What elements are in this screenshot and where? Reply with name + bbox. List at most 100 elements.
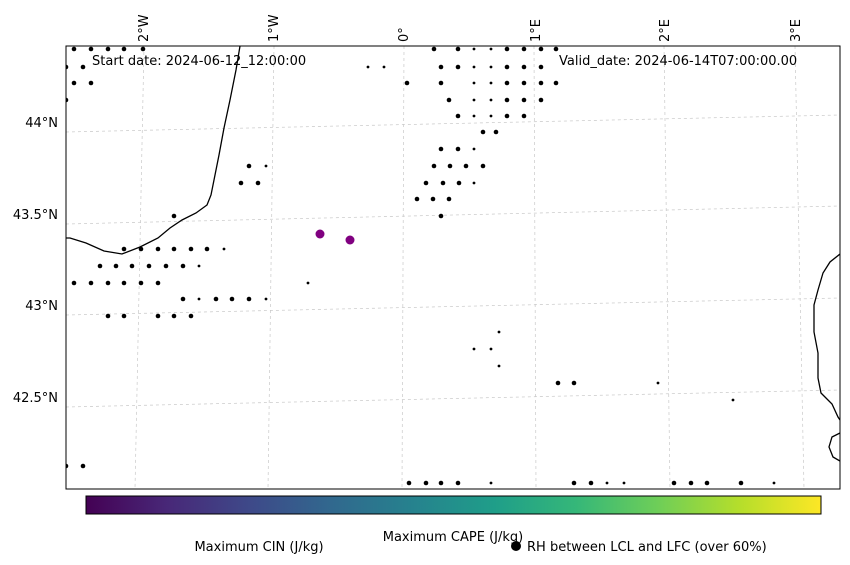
coastline-southeast (828, 432, 840, 462)
rh-dot (246, 163, 252, 169)
rh-dot (80, 463, 86, 469)
rh-dot (264, 164, 268, 168)
map-area (66, 46, 840, 489)
lat-label: 43.5°N (13, 208, 58, 223)
rh-dot (772, 481, 776, 485)
rh-dot (447, 163, 453, 169)
rh-dot (656, 381, 660, 385)
map-frame (65, 45, 841, 490)
rh-dot-layer (66, 46, 776, 486)
rh-dot (688, 480, 694, 486)
rh-dot (489, 481, 493, 485)
rh-dot (306, 281, 310, 285)
lat-label: 44°N (25, 116, 58, 131)
cape-marker (315, 229, 325, 239)
rh-dot (71, 280, 77, 286)
rh-dot (180, 263, 186, 269)
rh-dot (438, 213, 444, 219)
rh-dot (489, 81, 493, 85)
gridlines (66, 46, 840, 489)
lat-label: 43°N (25, 299, 58, 314)
rh-dot (121, 46, 127, 52)
start-date-label: Start date: 2024-06-12_12:00:00 (92, 54, 306, 69)
rh-dot (704, 480, 710, 486)
rh-dot (463, 163, 469, 169)
rh-dot (121, 246, 127, 252)
rh-dot (553, 80, 559, 86)
rh-dot (489, 347, 493, 351)
rh-dot (404, 80, 410, 86)
rh-dot (622, 481, 626, 485)
rh-dot (497, 364, 501, 368)
rh-dot (521, 80, 527, 86)
cape-marker (345, 235, 355, 245)
rh-legend-label: RH between LCL and LFC (over 60%) (527, 540, 767, 555)
rh-dot (140, 46, 146, 52)
rh-dot (455, 113, 461, 119)
rh-dot (113, 263, 119, 269)
rh-dot (521, 46, 527, 52)
rh-dot (423, 480, 429, 486)
lon-label: 2°E (658, 19, 673, 42)
rh-dot (105, 313, 111, 319)
rh-dot (366, 65, 370, 69)
rh-dot (472, 65, 476, 69)
rh-dot (472, 147, 476, 151)
rh-dot (472, 81, 476, 85)
rh-dot (129, 263, 135, 269)
rh-dot (105, 46, 111, 52)
rh-dot (222, 247, 226, 251)
rh-dot (188, 313, 194, 319)
lat-label: 42.5°N (13, 391, 58, 406)
rh-dot (155, 246, 161, 252)
rh-dot (538, 97, 544, 103)
rh-dot (521, 97, 527, 103)
rh-dot (438, 146, 444, 152)
rh-dot (504, 46, 510, 52)
rh-dot (553, 46, 559, 52)
coastline-west (66, 46, 241, 255)
rh-dot (155, 280, 161, 286)
rh-dot (423, 180, 429, 186)
rh-dot (472, 181, 476, 185)
rh-dot (238, 180, 244, 186)
valid-date-label: Valid_date: 2024-06-14T07:00:00.00 (559, 54, 797, 69)
rh-dot (146, 263, 152, 269)
rh-dot (71, 46, 77, 52)
rh-dot (605, 481, 609, 485)
rh-dot (414, 196, 420, 202)
rh-dot (97, 263, 103, 269)
rh-dot (588, 480, 594, 486)
rh-dot (521, 64, 527, 70)
rh-dot (105, 280, 111, 286)
cape-colorbar (85, 495, 822, 515)
coastline-east (813, 253, 840, 421)
rh-dot (472, 47, 476, 51)
rh-dot (88, 46, 94, 52)
lon-labels: 2°W 1°W 0° 1°E 2°E 3°E (137, 14, 804, 42)
rh-dot (472, 347, 476, 351)
rh-dot (731, 398, 735, 402)
rh-dot (171, 246, 177, 252)
cape-colorbar-label: Maximum CAPE (J/kg) (383, 530, 523, 545)
rh-dot (455, 146, 461, 152)
lon-label: 0° (397, 27, 412, 42)
lon-label: 2°W (137, 14, 152, 42)
rh-dot (430, 196, 436, 202)
rh-dot (66, 64, 69, 70)
rh-dot (489, 47, 493, 51)
rh-legend-marker (511, 541, 521, 551)
rh-dot (446, 97, 452, 103)
rh-dot (188, 246, 194, 252)
rh-dot (171, 213, 177, 219)
rh-dot (121, 280, 127, 286)
rh-dot (406, 480, 412, 486)
lon-label: 1°E (529, 19, 544, 42)
rh-dot (197, 297, 201, 301)
rh-dot (431, 163, 437, 169)
rh-dot (538, 46, 544, 52)
rh-dot (504, 113, 510, 119)
rh-dot (255, 180, 261, 186)
rh-dot (431, 46, 437, 52)
